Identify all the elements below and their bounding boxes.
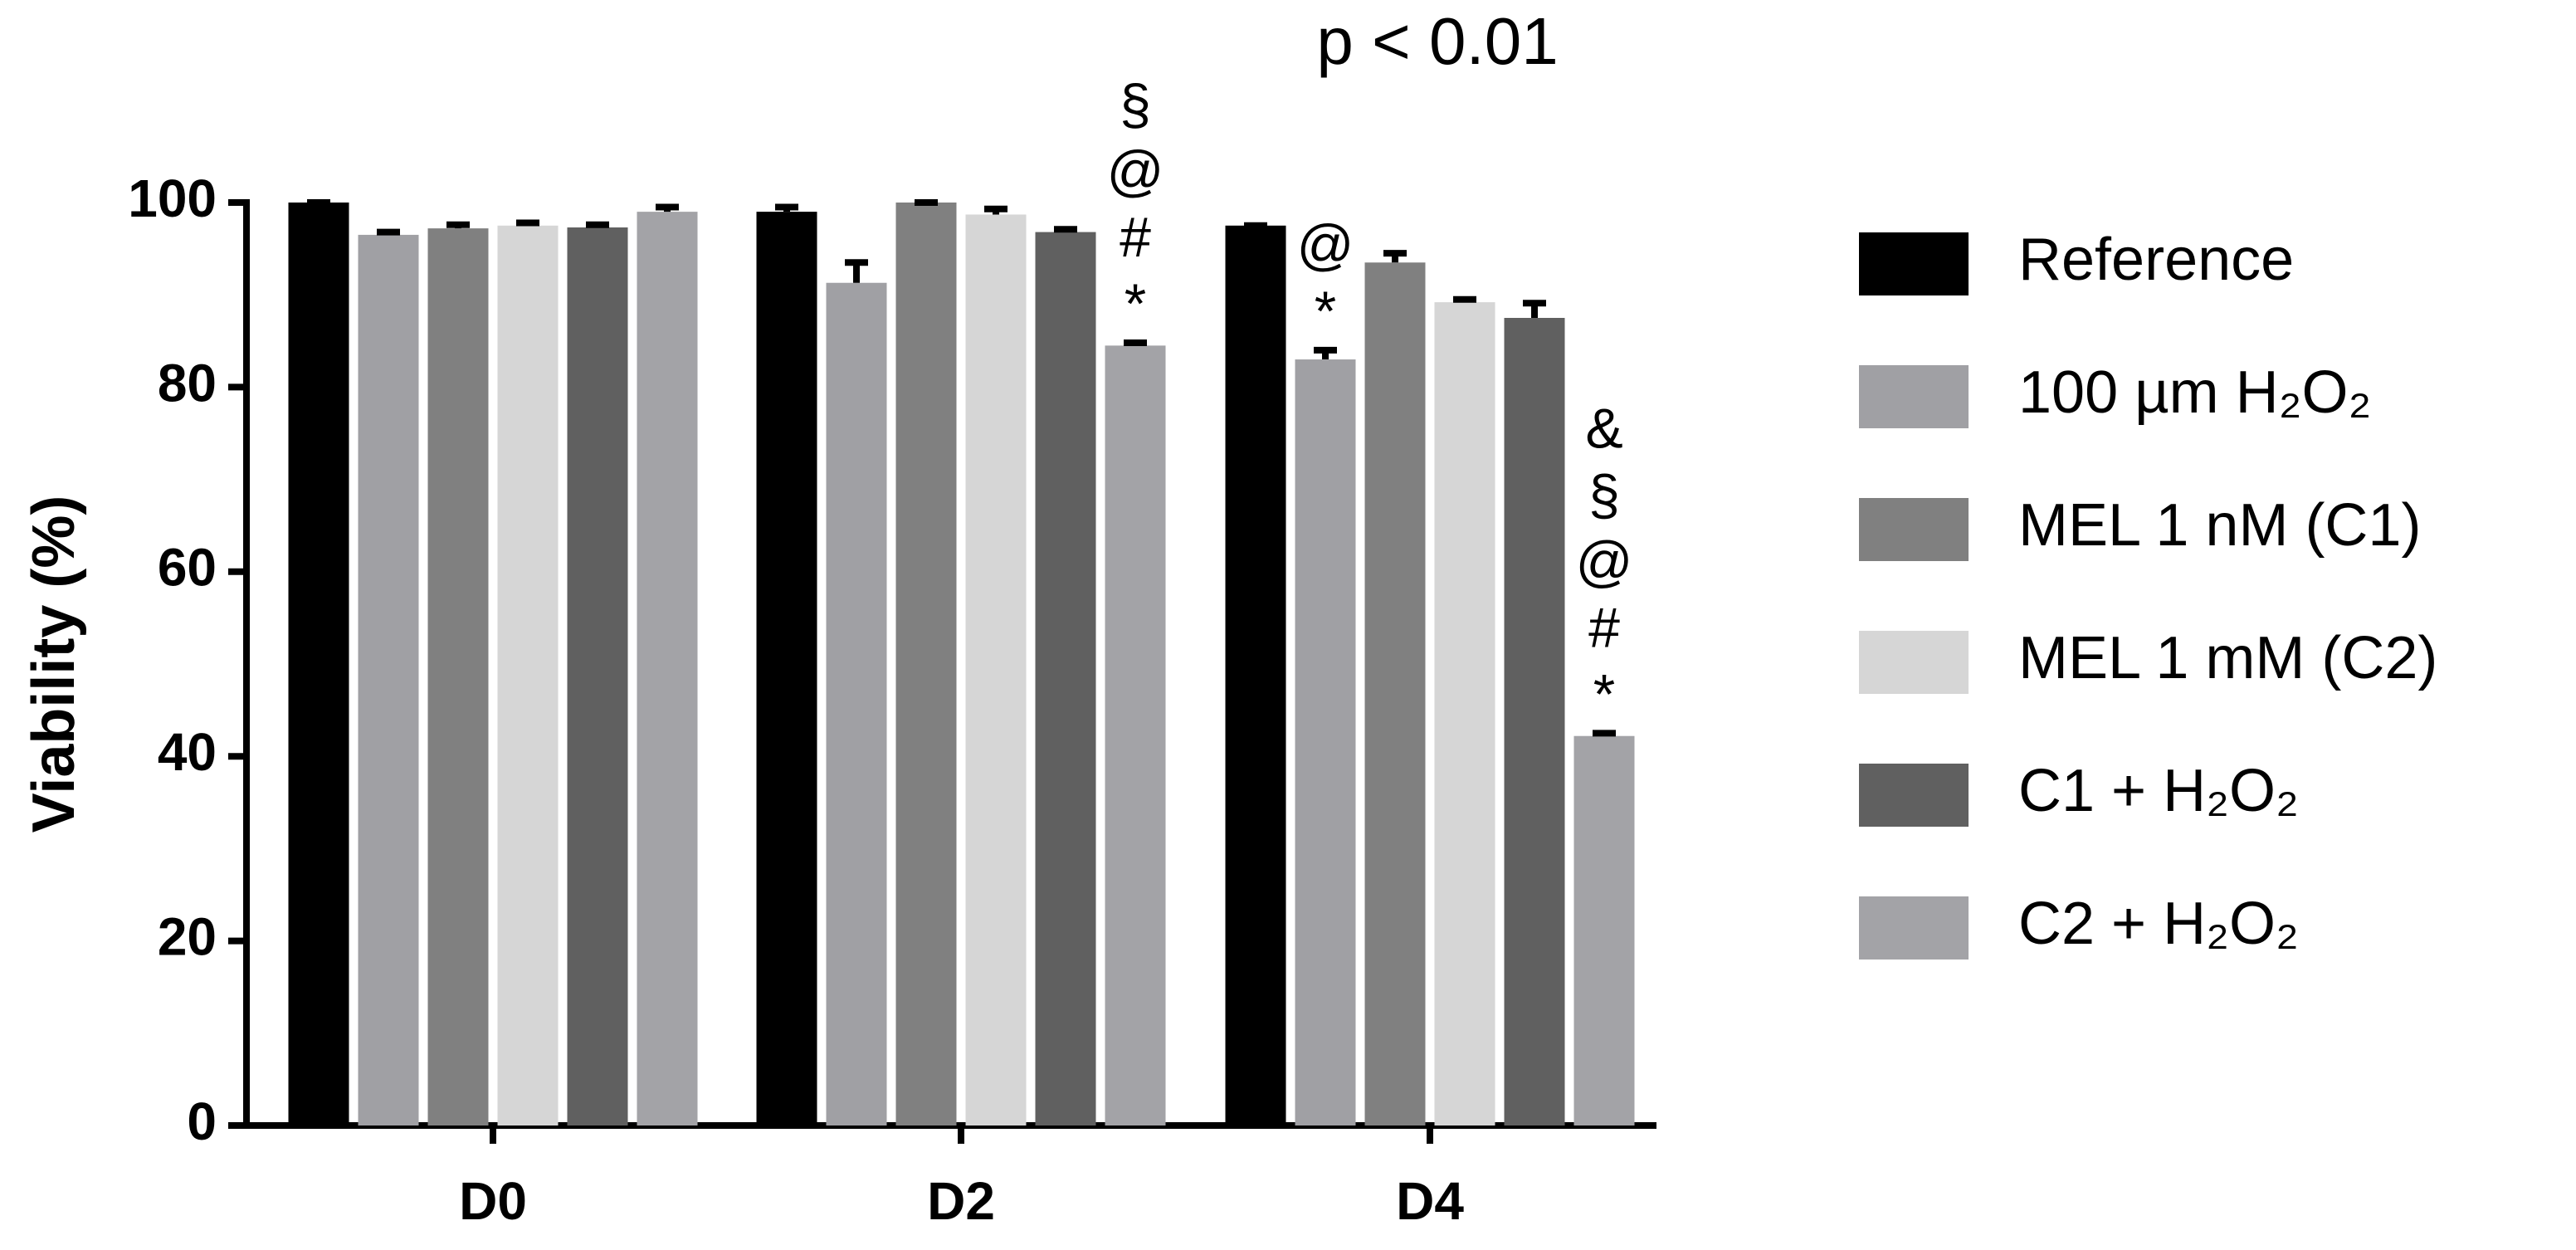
y-tick-label: 40 [158,722,217,782]
error-bar [1453,295,1476,303]
legend-swatch [1859,764,1969,827]
bar [358,234,419,1125]
error-bar [446,221,470,229]
significance-mark: @ [1296,213,1354,276]
bar [288,203,349,1125]
bar [1434,302,1495,1125]
y-axis-label: Viability (%) [21,496,87,833]
error-bar [845,259,868,283]
bar [1573,735,1635,1125]
legend-label: C1 + H₂O₂ [2018,758,2299,824]
bar [567,227,628,1126]
legend-label: MEL 1 nM (C1) [2018,492,2421,559]
significance-mark: @ [1106,139,1164,203]
y-tick-label: 100 [128,168,217,228]
legend-swatch [1859,232,1969,295]
error-bar [1383,250,1407,263]
significance-mark: § [1120,73,1151,136]
error-bar [1523,300,1546,318]
bar [427,228,489,1125]
bar [826,282,887,1125]
bar [1225,225,1286,1125]
legend-swatch [1859,896,1969,959]
legend-label: 100 µm H₂O₂ [2018,359,2372,426]
error-bar [516,219,539,227]
error-bar [377,228,400,236]
bar [895,203,957,1125]
y-tick-label: 0 [187,1091,217,1151]
error-bar [1314,346,1337,360]
x-tick-label: D0 [459,1171,527,1231]
y-tick-label: 20 [158,907,217,967]
significance-mark: # [1120,206,1151,269]
error-bar [586,221,609,228]
significance-mark: * [1593,662,1615,725]
legend-label: MEL 1 mM (C2) [2018,625,2437,691]
significance-mark: & [1585,397,1622,460]
error-bar [775,203,798,212]
bar [1364,262,1426,1125]
bar [756,212,817,1125]
legend-label: Reference [2018,227,2294,293]
legend-label: C2 + H₂O₂ [2018,891,2299,957]
error-bar [1593,730,1616,737]
legend-swatch [1859,365,1969,428]
significance-mark: # [1588,596,1620,659]
legend-swatch [1859,498,1969,561]
significance-mark: * [1125,272,1146,335]
bar [1295,359,1356,1125]
x-tick-label: D2 [927,1171,995,1231]
bar [497,225,559,1125]
chart-title: p < 0.01 [1316,4,1558,78]
bar [965,214,1027,1125]
significance-mark: * [1315,280,1336,343]
error-bar [984,205,1007,215]
error-bar [1124,339,1147,347]
significance-mark: @ [1575,530,1632,593]
bar [1035,232,1096,1126]
error-bar [1054,226,1077,233]
bar [1504,318,1565,1125]
legend-swatch [1859,631,1969,694]
y-tick-label: 80 [158,353,217,413]
bar [1105,345,1166,1125]
x-tick-label: D4 [1396,1171,1464,1231]
y-tick-label: 60 [158,538,217,598]
error-bar [656,203,679,212]
bar [637,212,698,1125]
significance-mark: § [1588,463,1620,526]
